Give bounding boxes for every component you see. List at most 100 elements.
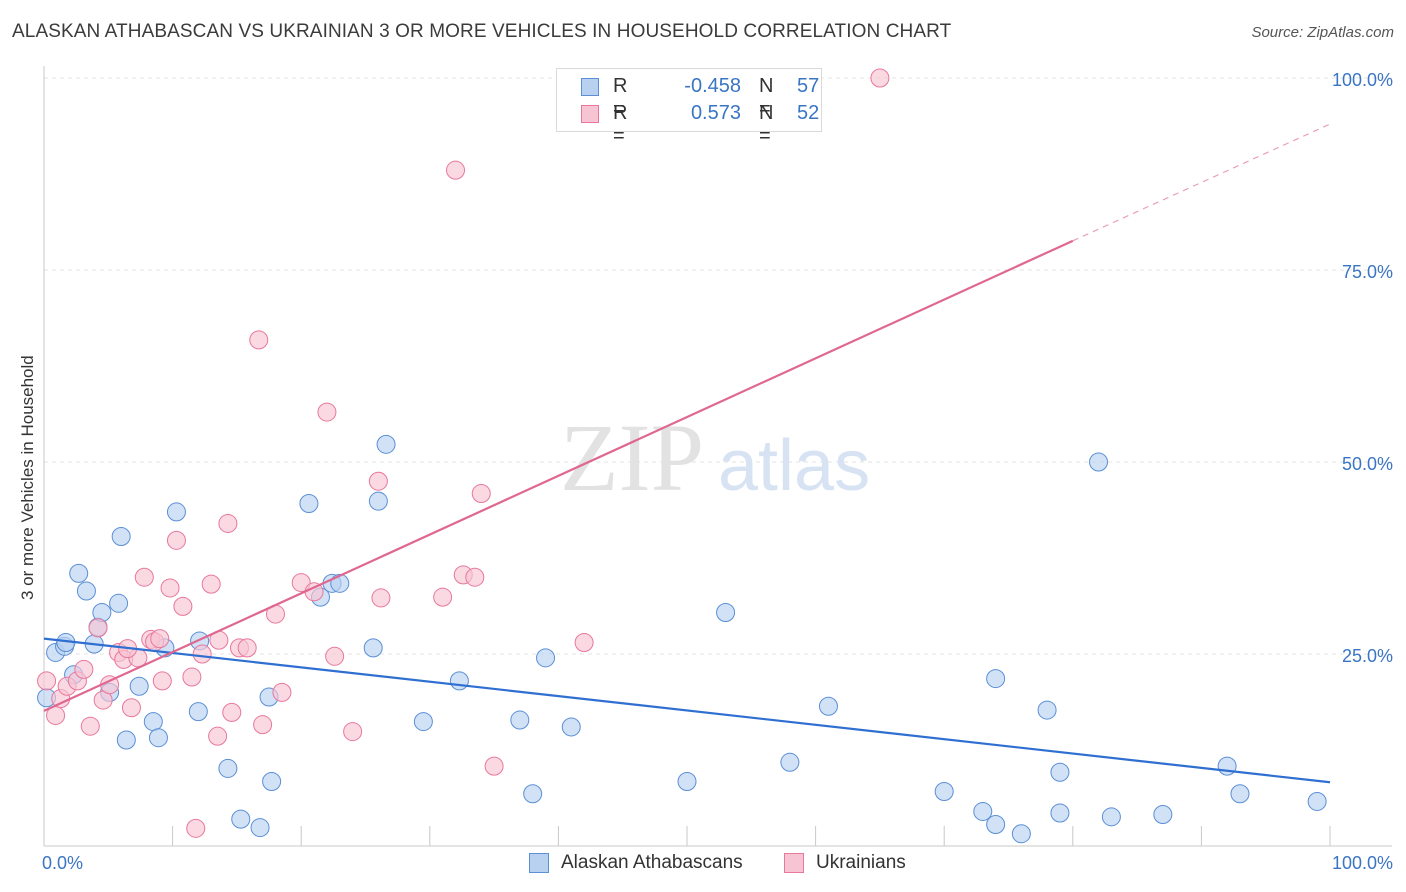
source-label: Source: ZipAtlas.com (1251, 24, 1394, 41)
data-point (143, 712, 163, 732)
data-point (272, 682, 292, 702)
data-point (182, 667, 202, 687)
bottom-legend-label-alaskan: Alaskan Athabascans (561, 852, 743, 873)
trend-line-ukrainian (43, 239, 1074, 712)
data-point (317, 402, 337, 422)
legend-n-label: N = (759, 102, 774, 147)
data-point (222, 702, 242, 722)
data-point (363, 638, 383, 658)
data-point (76, 581, 96, 601)
data-point (574, 632, 594, 652)
watermark-atlas: atlas (718, 426, 870, 506)
data-point (1050, 803, 1070, 823)
data-point (561, 717, 581, 737)
data-point (121, 698, 141, 718)
legend-n-value: 52 (797, 102, 820, 124)
legend-n-value: 57 (797, 75, 820, 97)
data-point (152, 671, 172, 691)
legend-r-label: R = (613, 75, 628, 120)
data-point (376, 434, 396, 454)
data-point (186, 818, 206, 838)
data-point (201, 574, 221, 594)
y-tick-label: 100.0% (1332, 70, 1393, 90)
data-point (1230, 784, 1250, 804)
data-point (449, 671, 469, 691)
data-point (253, 715, 273, 735)
data-point (188, 702, 208, 722)
data-point (325, 646, 345, 666)
data-point (111, 526, 131, 546)
data-point (37, 671, 57, 691)
legend-r-value: -0.458 (684, 75, 741, 97)
bottom-legend-swatch-alaskan (529, 853, 549, 873)
data-point (368, 471, 388, 491)
legend-r-value: 0.573 (690, 102, 741, 124)
legend-swatch-alaskan (581, 78, 599, 96)
data-point (446, 160, 466, 180)
data-point (150, 629, 170, 649)
data-point (1153, 805, 1173, 825)
data-point (173, 596, 193, 616)
trend-line-alaskan (43, 637, 1331, 784)
trend-lines (43, 123, 1331, 784)
data-point (465, 567, 485, 587)
data-point (433, 587, 453, 607)
data-point (218, 513, 238, 533)
tick-labels: 25.0% 50.0% 75.0% 100.0% 0.0% 100.0% (42, 70, 1393, 873)
y-tick-label: 50.0% (1342, 454, 1393, 474)
data-point (934, 781, 954, 801)
data-point (986, 669, 1006, 689)
data-point (74, 659, 94, 679)
data-point (471, 483, 491, 503)
data-point (510, 710, 530, 730)
legend-n-label: N = (759, 75, 774, 120)
data-point (208, 726, 228, 746)
data-point (870, 68, 890, 88)
data-point (148, 728, 168, 748)
data-point (484, 756, 504, 776)
x-tick-label-min: 0.0% (42, 853, 83, 873)
watermark: ZIP atlas (560, 404, 870, 511)
data-point (218, 758, 238, 778)
data-point (1089, 452, 1109, 472)
bottom-legend-label-ukrainian: Ukrainians (816, 852, 906, 873)
data-point (129, 676, 149, 696)
data-point (249, 330, 269, 350)
data-point (1050, 762, 1070, 782)
data-point (134, 567, 154, 587)
data-point (330, 573, 350, 593)
data-point (368, 491, 388, 511)
watermark-zip: ZIP (560, 404, 704, 511)
data-point (231, 809, 251, 829)
grid-lines (44, 77, 1392, 655)
data-point (116, 730, 136, 750)
data-point (237, 638, 257, 658)
trend-line-extension (1072, 123, 1331, 242)
series-ukrainians (37, 68, 890, 838)
data-point (291, 573, 311, 593)
bottom-legend-swatch-ukrainian (784, 853, 804, 873)
x-tick-label-max: 100.0% (1332, 853, 1393, 873)
legend: R = -0.458 N = 57 R = 0.573 N = 52 (556, 68, 822, 147)
data-point (109, 593, 129, 613)
data-point (1101, 807, 1121, 827)
data-point (523, 784, 543, 804)
data-point (250, 818, 270, 838)
data-point (166, 530, 186, 550)
data-point (536, 648, 556, 668)
data-point (677, 771, 697, 791)
data-point (262, 771, 282, 791)
chart-title: ALASKAN ATHABASCAN VS UKRAINIAN 3 OR MOR… (12, 21, 952, 42)
data-point (88, 618, 108, 638)
data-point (986, 814, 1006, 834)
y-tick-label: 25.0% (1342, 646, 1393, 666)
y-axis-label: 3 or more Vehicles in Household (18, 355, 37, 600)
data-point (299, 493, 319, 513)
legend-r-label: R = (613, 102, 628, 147)
data-point (160, 578, 180, 598)
y-tick-label: 75.0% (1342, 262, 1393, 282)
data-point (716, 603, 736, 623)
data-point (80, 716, 100, 736)
data-point (69, 563, 89, 583)
